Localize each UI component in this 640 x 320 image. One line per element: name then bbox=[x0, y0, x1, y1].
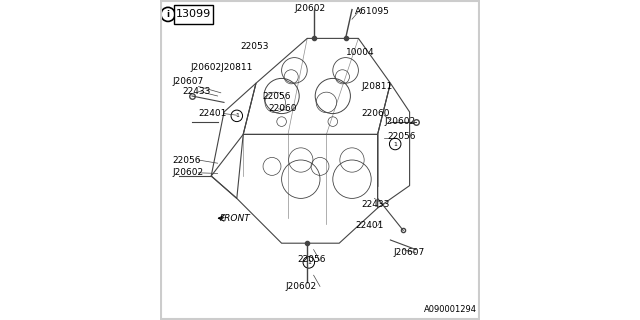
Text: J20602: J20602 bbox=[384, 117, 415, 126]
Text: J20602: J20602 bbox=[285, 282, 316, 291]
Text: J20602: J20602 bbox=[173, 168, 204, 177]
Text: 10004: 10004 bbox=[346, 48, 374, 57]
Text: J20602J20811: J20602J20811 bbox=[191, 63, 253, 72]
Text: J20811: J20811 bbox=[362, 82, 393, 91]
Text: J20607: J20607 bbox=[394, 248, 425, 257]
Text: 22401: 22401 bbox=[355, 221, 383, 230]
Text: 22056: 22056 bbox=[262, 92, 291, 100]
Text: 22056: 22056 bbox=[298, 255, 326, 264]
Text: 13099: 13099 bbox=[176, 9, 211, 20]
Text: 22056: 22056 bbox=[173, 156, 202, 164]
Text: 22433: 22433 bbox=[182, 87, 211, 96]
Text: J20602: J20602 bbox=[295, 4, 326, 12]
Text: 22401: 22401 bbox=[198, 109, 227, 118]
Text: 22060: 22060 bbox=[362, 109, 390, 118]
Text: J20607: J20607 bbox=[173, 77, 204, 86]
Text: FRONT: FRONT bbox=[220, 214, 251, 223]
Text: 1: 1 bbox=[393, 141, 397, 147]
Text: 22433: 22433 bbox=[362, 200, 390, 209]
Text: 22060: 22060 bbox=[269, 104, 298, 113]
Text: 22056: 22056 bbox=[387, 132, 416, 141]
FancyBboxPatch shape bbox=[174, 5, 212, 24]
Text: 1: 1 bbox=[235, 113, 239, 118]
Text: A61095: A61095 bbox=[355, 7, 390, 16]
Text: 1: 1 bbox=[307, 260, 311, 265]
Text: i: i bbox=[166, 10, 170, 19]
Text: A090001294: A090001294 bbox=[424, 305, 477, 314]
Text: 22053: 22053 bbox=[240, 42, 269, 51]
